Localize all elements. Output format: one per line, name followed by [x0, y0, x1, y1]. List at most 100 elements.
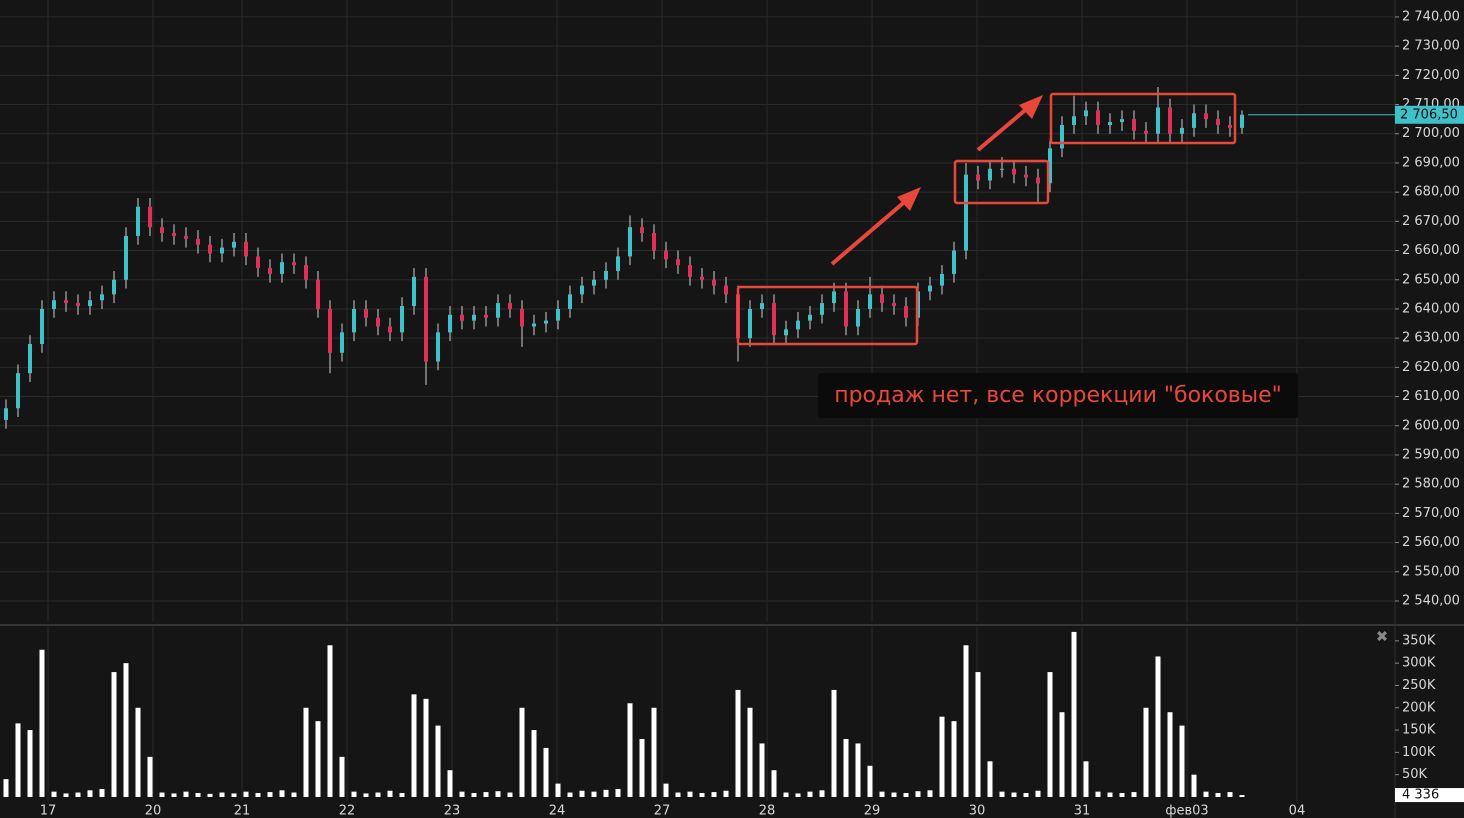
candle-body	[304, 265, 308, 280]
candle-body	[616, 256, 620, 271]
volume-bar	[435, 725, 441, 797]
candle-body	[760, 303, 764, 309]
x-tick-label: 04	[1289, 804, 1306, 818]
candle-body	[1120, 119, 1124, 123]
candle-body	[820, 303, 824, 315]
volume-bar	[567, 792, 573, 797]
volume-bar	[579, 790, 585, 797]
candle-body	[556, 308, 560, 321]
y-tick-label: 250K	[1402, 678, 1436, 693]
candle-body	[940, 273, 944, 286]
volume-bar	[51, 791, 57, 797]
candle-body	[436, 332, 440, 362]
volume-bar	[495, 791, 501, 797]
volume-bar	[255, 792, 261, 797]
candle-body	[484, 314, 488, 318]
candle-body	[292, 262, 296, 266]
volume-bar	[1179, 725, 1185, 797]
volume-bar	[123, 663, 129, 797]
x-tick-label: 27	[654, 804, 671, 818]
candle-body	[892, 303, 896, 307]
volume-bar	[735, 689, 741, 797]
volume-bar	[27, 730, 33, 797]
candle-body	[1156, 107, 1160, 134]
volume-bar	[1071, 631, 1077, 797]
candle-body	[244, 241, 248, 257]
arrow	[830, 197, 910, 266]
candle-body	[268, 268, 272, 274]
candle-body	[1024, 174, 1028, 178]
candle-body	[1228, 124, 1232, 128]
x-tick-label: 17	[40, 804, 57, 818]
volume-bar	[711, 792, 717, 797]
volume-bar	[1131, 792, 1137, 797]
candle-body	[676, 259, 680, 266]
volume-bar	[219, 792, 225, 797]
volume-bar	[627, 703, 633, 797]
volume-bar	[447, 770, 453, 797]
candle-body	[1132, 119, 1136, 131]
y-tick-label: 2 550,00	[1402, 564, 1460, 579]
candle-body	[1072, 116, 1076, 125]
volume-bar	[195, 792, 201, 797]
candle-body	[460, 314, 464, 321]
volume-bar	[915, 791, 921, 797]
volume-bar	[3, 779, 9, 797]
volume-bar	[843, 738, 849, 797]
volume-bar	[939, 716, 945, 797]
candle-body	[544, 320, 548, 324]
volume-bar	[63, 793, 69, 797]
volume-bar	[927, 790, 933, 797]
volume-bar	[1143, 707, 1149, 797]
volume-bar	[663, 783, 669, 797]
candle-body	[280, 262, 284, 274]
candle-body	[904, 306, 908, 318]
candle-body	[100, 294, 104, 301]
volume-bar	[171, 793, 177, 797]
volume-bar	[543, 747, 549, 797]
y-tick-label: 2 700,00	[1402, 126, 1460, 141]
volume-bar	[651, 707, 657, 797]
candle-body	[196, 238, 200, 245]
candle-body	[448, 314, 452, 333]
candle-body	[652, 233, 656, 251]
volume-bar	[783, 792, 789, 797]
x-tick-label: 30	[969, 804, 986, 818]
candle-body	[628, 227, 632, 257]
candle-body	[724, 285, 728, 295]
candle-body	[328, 308, 332, 353]
candle-body	[376, 317, 380, 327]
volume-bar	[759, 743, 765, 797]
annotation-text: продаж нет, все коррекции "боковые"	[834, 383, 1282, 408]
x-tick-label: 28	[759, 804, 776, 818]
candle-body	[1204, 113, 1208, 120]
volume-bar	[903, 792, 909, 797]
volume-bar	[459, 791, 465, 797]
candle-body	[748, 308, 752, 339]
candle-body	[856, 308, 860, 327]
candle-body	[832, 291, 836, 304]
y-tick-label: 2 650,00	[1402, 272, 1460, 287]
volume-bar	[1035, 790, 1041, 797]
volume-bar	[603, 789, 609, 797]
y-tick-label: 150K	[1402, 723, 1436, 738]
close-icon[interactable]: ✖	[1376, 628, 1389, 646]
x-tick-label: 29	[864, 804, 881, 818]
y-tick-label: 350K	[1402, 633, 1436, 648]
volume-bar	[639, 738, 645, 797]
volume-bar	[831, 689, 837, 797]
candle-body	[208, 244, 212, 254]
volume-bar	[135, 707, 141, 797]
volume-bar	[1083, 761, 1089, 797]
candle-body	[1096, 110, 1100, 125]
candle-body	[52, 300, 56, 309]
volume-bar	[615, 788, 621, 797]
candle-body	[1084, 110, 1088, 117]
volume-bar	[795, 793, 801, 797]
volume-bar	[15, 723, 21, 797]
volume-bar	[375, 792, 381, 797]
volume-bar	[747, 707, 753, 797]
volume-bar	[1047, 672, 1053, 797]
candle-body	[424, 276, 428, 362]
volume-bar	[819, 790, 825, 797]
